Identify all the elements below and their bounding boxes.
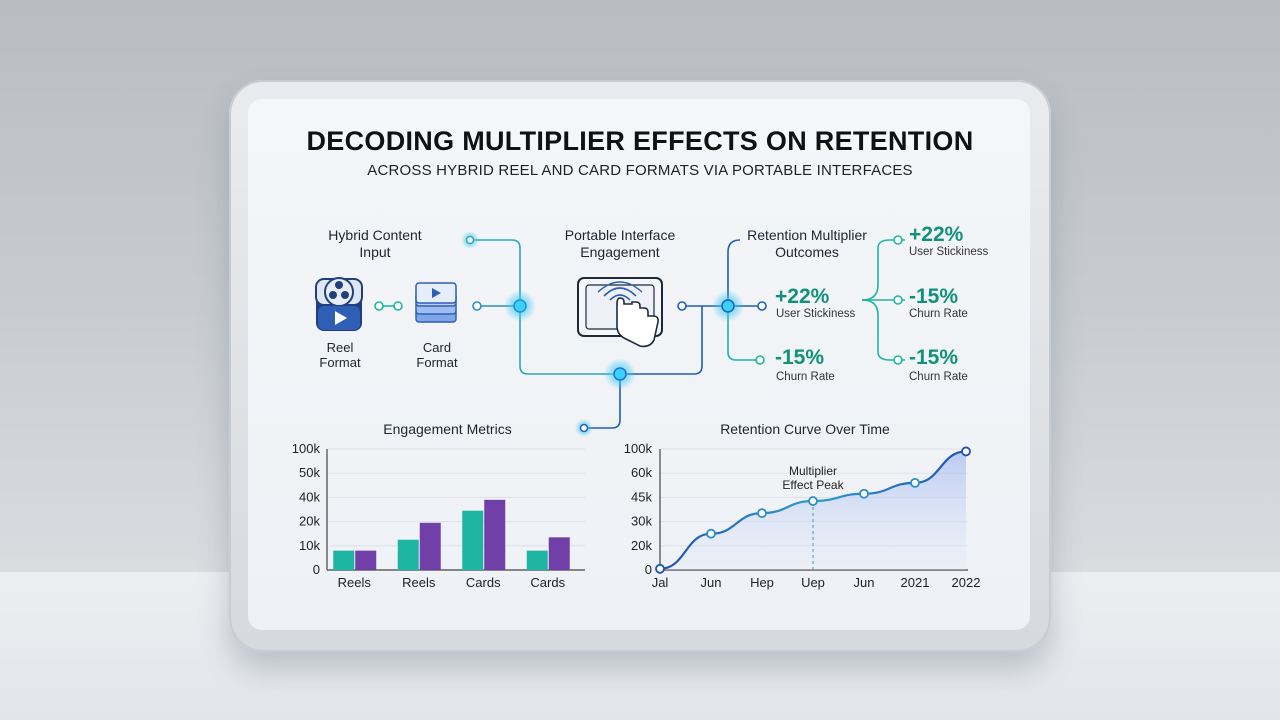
line-y-tick: 0 xyxy=(645,562,652,577)
line-x-tick: Jun xyxy=(701,575,722,590)
bar xyxy=(462,510,484,570)
line-y-tick: 60k xyxy=(631,465,652,480)
connector-right-down xyxy=(727,306,760,361)
line-y-tick: 20k xyxy=(631,538,652,553)
outcome-label-line1: Retention Multiplier xyxy=(747,227,867,243)
bar xyxy=(526,550,548,570)
bar xyxy=(484,499,506,570)
line-x-tick: 2022 xyxy=(952,575,981,590)
bracket-lower xyxy=(861,299,905,361)
line-x-tick: 2021 xyxy=(901,575,930,590)
bar-x-tick: Cards xyxy=(466,575,501,590)
engage-label-line1: Portable Interface xyxy=(564,227,676,243)
retention-point xyxy=(655,563,665,574)
retention-point xyxy=(910,477,920,488)
outcome-outer-label-2: Churn Rate xyxy=(909,308,968,320)
retention-point xyxy=(859,488,869,499)
bar xyxy=(548,537,570,570)
page-subtitle: ACROSS HYBRID REEL AND CARD FORMATS VIA … xyxy=(367,162,913,179)
reel-label-line1: Reel xyxy=(326,340,354,355)
outcome-inner-value-2: -15% xyxy=(775,346,825,369)
outcome-outer-label-3: Churn Rate xyxy=(909,371,968,383)
connector-lower-hub xyxy=(620,306,703,375)
outcome-outer-label-1: User Stickiness xyxy=(909,246,989,258)
bar-y-tick: 50k xyxy=(299,465,320,480)
card-label-line1: Card xyxy=(422,340,452,355)
connector-hub-down xyxy=(519,306,620,375)
line-x-tick: Jal xyxy=(652,575,669,590)
retention-point xyxy=(808,496,818,506)
bar xyxy=(419,522,441,570)
outcome-label-line2: Outcomes xyxy=(775,244,839,260)
bar-x-tick: Cards xyxy=(530,575,565,590)
outcome-outer-value-2: -15% xyxy=(909,285,959,308)
connector-right-up xyxy=(727,239,741,306)
bar xyxy=(333,550,355,570)
bar xyxy=(397,539,419,570)
bar-y-tick: 20k xyxy=(299,514,320,529)
card-stack-icon xyxy=(415,282,457,323)
bar-chart-title: Engagement Metrics xyxy=(383,421,512,437)
retention-point xyxy=(961,446,971,457)
page-title: DECODING MULTIPLIER EFFECTS ON RETENTION xyxy=(306,126,974,156)
engage-label-line2: Engagement xyxy=(580,244,660,260)
bar-x-tick: Reels xyxy=(402,575,436,590)
retention-point xyxy=(757,508,767,519)
connector-top xyxy=(470,239,521,306)
bar xyxy=(355,550,377,570)
line-y-tick: 30k xyxy=(631,514,652,529)
bar-y-tick: 0 xyxy=(313,562,320,577)
input-label-line1: Hybrid Content xyxy=(328,227,422,243)
line-y-tick: 100k xyxy=(624,441,653,456)
bar-y-tick: 100k xyxy=(292,441,321,456)
reel-label-line2: Format xyxy=(319,355,361,370)
bar-x-tick: Reels xyxy=(338,575,372,590)
line-y-tick: 45k xyxy=(631,489,652,504)
outcome-outer-value-1: +22% xyxy=(909,223,964,246)
annotation-text-line2: Effect Peak xyxy=(782,478,844,492)
annotation-text-line1: Multiplier xyxy=(789,464,837,478)
outcome-inner-label-2: Churn Rate xyxy=(776,371,835,383)
outcome-inner-label-1: User Stickiness xyxy=(776,308,856,320)
outcome-inner-value-1: +22% xyxy=(775,285,830,308)
outcome-outer-value-3: -15% xyxy=(909,346,959,369)
line-x-tick: Jun xyxy=(854,575,875,590)
bar-y-tick: 40k xyxy=(299,489,320,504)
line-x-tick: Hep xyxy=(750,575,774,590)
line-x-tick: Uep xyxy=(801,575,825,590)
input-label-line2: Input xyxy=(359,244,391,260)
card-label-line2: Format xyxy=(416,355,458,370)
bar-y-tick: 10k xyxy=(299,538,320,553)
connector-lower-tail xyxy=(584,374,621,429)
retention-area xyxy=(660,451,966,570)
retention-point xyxy=(706,528,716,539)
line-chart-title: Retention Curve Over Time xyxy=(720,421,890,437)
tablet-touch-icon xyxy=(577,277,663,348)
film-reel-icon xyxy=(315,277,363,331)
bracket-upper xyxy=(861,239,905,301)
